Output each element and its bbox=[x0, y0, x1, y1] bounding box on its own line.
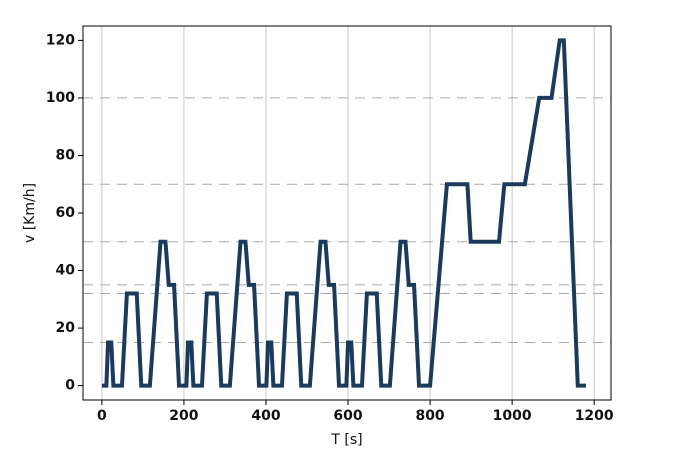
x-tick-label: 600 bbox=[333, 408, 362, 424]
x-axis-label: T [s] bbox=[330, 432, 362, 448]
x-tick-label: 0 bbox=[97, 408, 107, 424]
x-tick-label: 1200 bbox=[575, 408, 614, 424]
y-tick-label: 100 bbox=[46, 90, 75, 106]
plot-frame bbox=[82, 25, 612, 401]
x-tick-label: 800 bbox=[415, 408, 444, 424]
line-series bbox=[101, 38, 586, 388]
y-tick-label: 80 bbox=[56, 147, 76, 163]
y-tick-label: 120 bbox=[46, 32, 75, 48]
x-tick-label: 200 bbox=[169, 408, 198, 424]
y-tick-label: 20 bbox=[56, 320, 76, 336]
y-axis-label: v [Km/h] bbox=[22, 183, 38, 243]
y-tick-label: 40 bbox=[56, 263, 76, 279]
y-tick-label: 60 bbox=[56, 205, 76, 221]
x-tick-label: 1000 bbox=[493, 408, 532, 424]
y-tick-label: 0 bbox=[65, 378, 75, 394]
x-tick-label: 400 bbox=[251, 408, 280, 424]
